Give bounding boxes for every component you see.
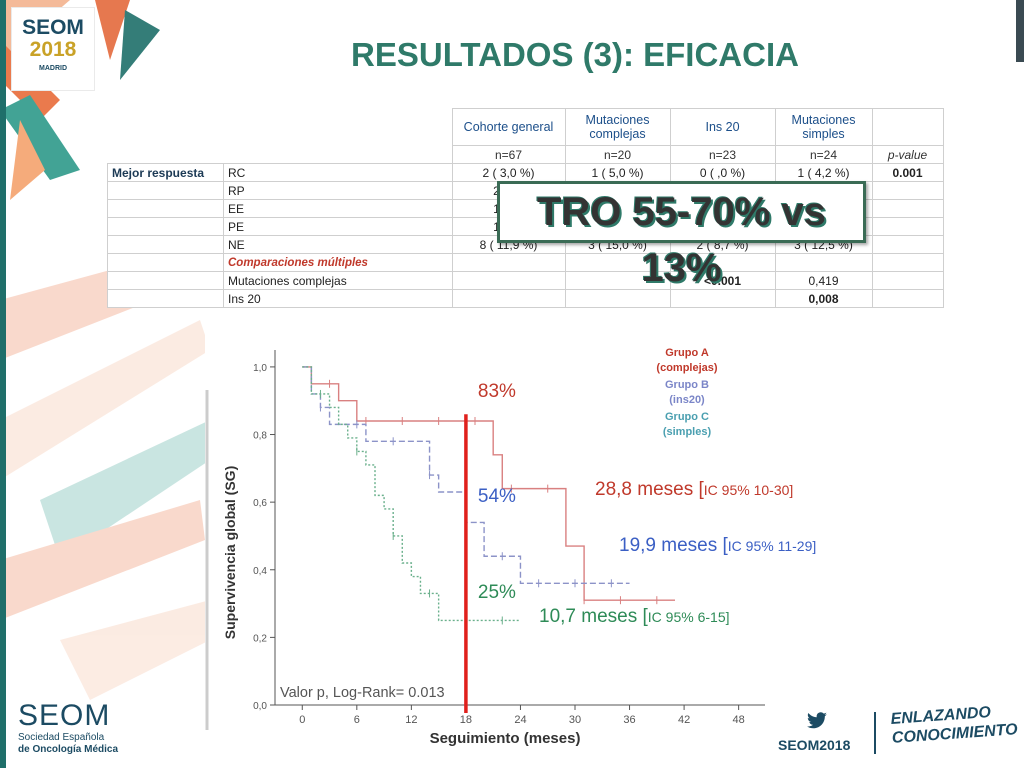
logo-line1: SEOM [22,16,84,39]
logo-line2: 2018 [29,38,77,61]
y-tick-label: 0,6 [253,498,267,509]
group-label: Mejor respuesta [107,163,224,182]
x-tick-label: 42 [678,714,690,726]
survival-curve [302,366,630,584]
row-label: NE [223,235,453,254]
x-tick-label: 36 [623,714,635,726]
median-b-label: 19,9 meses [IC 95% 11-29] [619,535,816,556]
left-edge-bar [0,0,6,768]
x-tick-label: 6 [354,714,360,726]
footer-society-line2: de Oncología Médica [18,744,119,755]
comparisons-title: Comparaciones múltiples [223,253,453,272]
pct-c-label: 25% [478,582,516,603]
n-cell: n=20 [564,145,671,164]
row-label: PE [223,217,453,236]
pct-b-label: 54% [478,486,516,507]
x-tick-label: 12 [405,714,417,726]
y-tick-label: 0,2 [253,633,267,644]
pvalue-label: p-value [871,145,944,164]
footer-society-line1: Sociedad Española [18,732,105,743]
row-label: EE [223,199,453,218]
legend-item: Grupo C [665,411,709,423]
x-tick-label: 18 [460,714,472,726]
legend-item-sub: (ins20) [669,394,705,406]
table-cell: 1 ( 5,0 %) [564,163,671,182]
table-cell: 0 ( ,0 %) [669,163,776,182]
y-tick-label: 0,4 [253,566,267,577]
table-cell: 0.001 [871,163,944,182]
x-tick-label: 24 [514,714,526,726]
y-tick-label: 0,8 [253,431,267,442]
row-label: RP [223,181,453,200]
survival-chart: 0 6 12 18 24 30 36 42 48 0,0 0,2 0,4 0,6 0,8 1,0 Seguim… [205,320,816,760]
n-cell: n=24 [774,145,873,164]
table-cell: 1 ( 4,2 %) [774,163,873,182]
logo-line3: MADRID [39,65,67,72]
seom-footer-logo: SEOM Sociedad Española de Oncología Médi… [18,700,118,756]
row-label: Ins 20 [223,289,453,308]
legend-item-sub: (complejas) [656,362,717,374]
header-pvalue [871,108,944,146]
median-a-label: 28,8 meses [IC 95% 10-30] [595,479,793,500]
pct-a-label: 83% [478,381,516,402]
seom2018-logo: SEOM 2018 MADRID [12,8,94,90]
logrank-label: Valor p, Log-Rank= 0.013 [280,685,445,701]
row-label: RC [223,163,453,182]
footer-seom: SEOM [18,699,111,732]
twitter-icon[interactable] [806,712,828,730]
header-simples: Mutaciones simples [774,108,873,146]
header-cohorte: Cohorte general [451,108,566,146]
header-ins20: Ins 20 [669,108,776,146]
n-cell: n=67 [451,145,566,164]
y-axis-title: Supervivencia global (SG) [222,466,238,640]
y-tick-label: 0,0 [253,701,267,712]
legend-item: Grupo A [665,347,709,359]
right-edge-bar [1016,0,1024,62]
legend-item: Grupo B [665,379,709,391]
table-cell: 0,419 [774,271,873,290]
table-cell: 2 ( 3,0 %) [451,163,566,182]
chart-background [205,320,780,760]
median-c-label: 10,7 meses [IC 95% 6-15] [539,606,730,627]
tro-banner: TRO 55-70% vs 13% [497,181,866,290]
footer-divider [874,712,876,754]
y-tick-label: 1,0 [253,363,267,374]
x-tick-label: 0 [299,714,305,726]
legend-item-sub: (simples) [663,426,712,438]
table-cell: 0,008 [774,289,873,308]
header-complejas: Mutaciones complejas [564,108,671,146]
n-cell: n=23 [669,145,776,164]
survival-curve [302,366,675,601]
x-tick-label: 48 [733,714,745,726]
x-axis-title: Seguimiento (meses) [430,730,581,747]
slide-title: RESULTADOS (3): EFICACIA [351,36,799,73]
hashtag-seom2018[interactable]: SEOM2018 [778,737,851,753]
row-label: Mutaciones complejas [223,271,453,290]
x-tick-label: 30 [569,714,581,726]
